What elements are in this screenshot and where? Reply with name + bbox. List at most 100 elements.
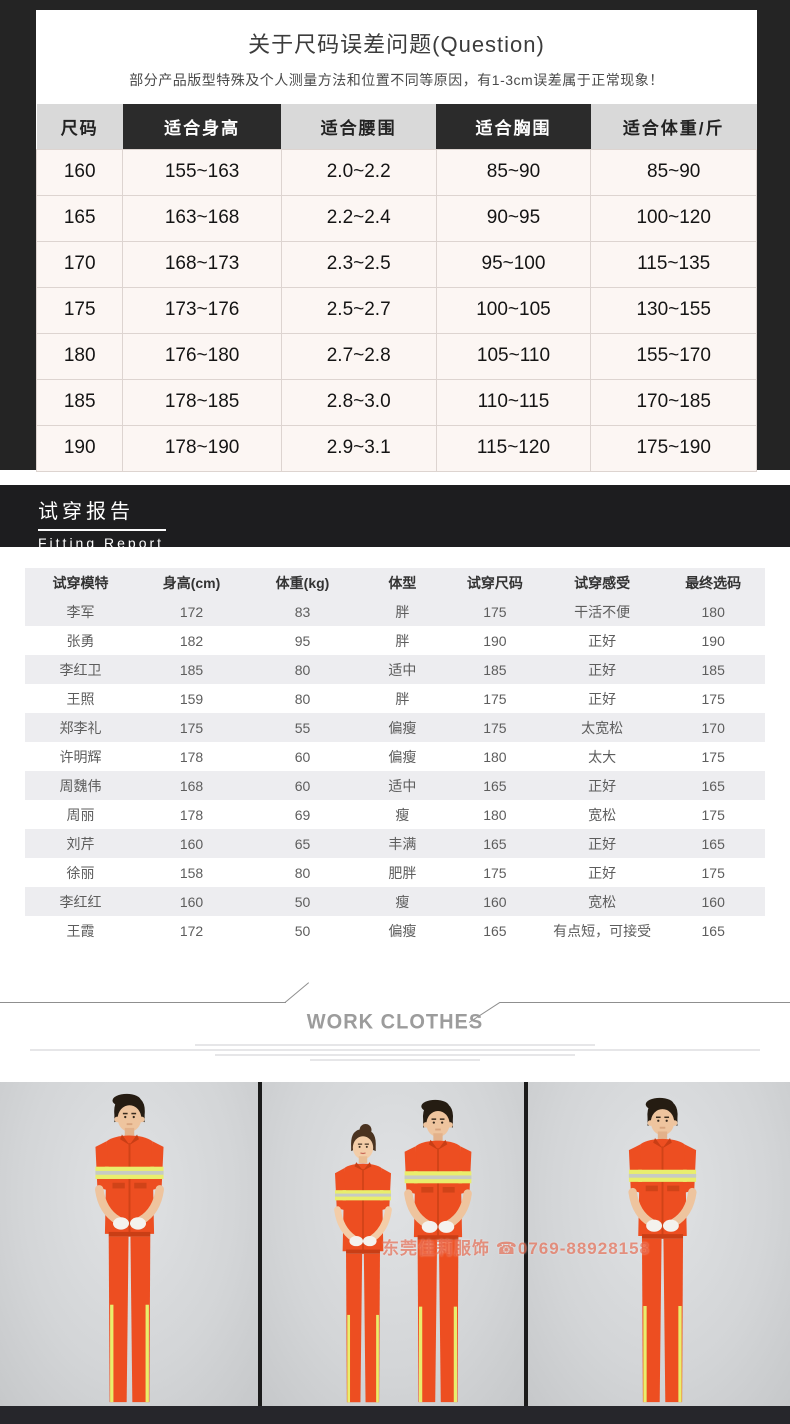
model-figure-man <box>62 1092 197 1404</box>
size-cell-waist: 2.5~2.7 <box>280 286 437 334</box>
fitting-cell-feel: 宽松 <box>542 887 662 916</box>
fitting-cell-height: 172 <box>136 597 247 626</box>
fitting-row: 李军 172 83 胖 175 干活不便 180 <box>25 597 765 626</box>
fitting-cell-weight: 60 <box>247 742 358 771</box>
fitting-cell-bodytype: 适中 <box>358 655 447 684</box>
size-cell-height: 178~190 <box>122 424 282 472</box>
divider-line-right <box>500 1002 790 1003</box>
fitting-row: 郑李礼 175 55 偏瘦 175 太宽松 170 <box>25 713 765 742</box>
size-chart-row: 160 155~163 2.0~2.2 85~90 85~90 <box>35 148 757 196</box>
fitting-cell-bodytype: 偏瘦 <box>358 713 447 742</box>
fitting-cell-feel: 正好 <box>542 858 662 887</box>
fitting-cell-weight: 65 <box>247 829 358 858</box>
divider-slash-left <box>284 982 310 1003</box>
fitting-cell-feel: 正好 <box>542 829 662 858</box>
fitting-cell-bodytype: 瘦 <box>358 800 447 829</box>
fitting-cell-height: 160 <box>136 887 247 916</box>
size-cell-weight: 170~185 <box>590 378 757 426</box>
fitting-cell-model: 徐丽 <box>25 858 136 887</box>
fitting-cell-bodytype: 丰满 <box>358 829 447 858</box>
fitting-cell-feel: 正好 <box>542 771 662 800</box>
size-chart-row: 190 178~190 2.9~3.1 115~120 175~190 <box>35 424 757 472</box>
fitting-cell-finalsize: 175 <box>661 858 765 887</box>
fitting-header-cell: 试穿模特 <box>25 568 136 597</box>
fitting-cell-model: 王照 <box>25 684 136 713</box>
product-photos-strip: 东莞佳莉服饰 ☎0769-88928158 <box>0 1082 790 1406</box>
fitting-cell-trysize: 185 <box>446 655 543 684</box>
fitting-report-table: 试穿模特 身高(cm) 体重(kg) 体型 试穿尺码 试穿感受 最终选码 李军 172 83… <box>25 568 765 945</box>
fitting-cell-weight: 80 <box>247 655 358 684</box>
fitting-cell-bodytype: 胖 <box>358 684 447 713</box>
size-cell-chest: 90~95 <box>435 194 592 242</box>
fitting-cell-model: 李红卫 <box>25 655 136 684</box>
fitting-row: 李红卫 185 80 适中 185 正好 185 <box>25 655 765 684</box>
size-chart-header-row: 尺码 适合身高 适合腰围 适合胸围 适合体重/斤 <box>36 104 757 149</box>
fitting-cell-finalsize: 190 <box>661 626 765 655</box>
fitting-cell-trysize: 175 <box>446 684 543 713</box>
fitting-cell-weight: 55 <box>247 713 358 742</box>
fitting-cell-height: 160 <box>136 829 247 858</box>
shop-watermark: 东莞佳莉服饰 ☎0769-88928158 <box>382 1239 651 1258</box>
size-cell-weight: 85~90 <box>590 148 757 196</box>
spacer <box>0 470 790 485</box>
size-error-section: 关于尺码误差问题(Question) 部分产品版型特殊及个人测量方法和位置不同等… <box>0 0 790 472</box>
fitting-cell-feel: 正好 <box>542 626 662 655</box>
faint-text-lines <box>0 1041 790 1064</box>
size-cell-size: 180 <box>35 332 124 380</box>
fitting-row: 刘芹 160 65 丰满 165 正好 165 <box>25 829 765 858</box>
fitting-cell-trysize: 165 <box>446 916 543 945</box>
fitting-cell-trysize: 190 <box>446 626 543 655</box>
fitting-cell-finalsize: 180 <box>661 597 765 626</box>
fitting-cell-trysize: 175 <box>446 713 543 742</box>
fitting-row: 张勇 182 95 胖 190 正好 190 <box>25 626 765 655</box>
fitting-cell-bodytype: 胖 <box>358 597 447 626</box>
fitting-header-cell: 身高(cm) <box>136 568 247 597</box>
fitting-cell-height: 168 <box>136 771 247 800</box>
product-photo-left <box>0 1082 258 1406</box>
fitting-cell-bodytype: 适中 <box>358 771 447 800</box>
fitting-cell-model: 王霞 <box>25 916 136 945</box>
fitting-cell-weight: 69 <box>247 800 358 829</box>
fitting-report-section: 试穿模特 身高(cm) 体重(kg) 体型 试穿尺码 试穿感受 最终选码 李军 172 83… <box>0 547 790 945</box>
size-cell-weight: 175~190 <box>590 424 757 472</box>
fitting-cell-weight: 95 <box>247 626 358 655</box>
size-chart-header-cell: 适合腰围 <box>281 104 437 149</box>
size-cell-size: 175 <box>35 286 124 334</box>
size-chart-header-cell: 适合体重/斤 <box>590 104 757 149</box>
size-cell-size: 170 <box>35 240 124 288</box>
fitting-cell-bodytype: 瘦 <box>358 887 447 916</box>
fitting-cell-weight: 83 <box>247 597 358 626</box>
fitting-row: 王照 159 80 胖 175 正好 175 <box>25 684 765 713</box>
size-cell-height: 163~168 <box>122 194 282 242</box>
size-cell-chest: 100~105 <box>435 286 592 334</box>
fitting-cell-finalsize: 165 <box>661 771 765 800</box>
size-cell-weight: 155~170 <box>590 332 757 380</box>
size-cell-waist: 2.3~2.5 <box>280 240 437 288</box>
size-section-subtitle: 部分产品版型特殊及个人测量方法和位置不同等原因，有1-3cm误差属于正常现象！ <box>129 72 664 88</box>
divider-section: WORK CLOTHES <box>0 945 790 1082</box>
fitting-header-cell: 体型 <box>358 568 447 597</box>
fitting-row: 周魏伟 168 60 适中 165 正好 165 <box>25 771 765 800</box>
fitting-cell-feel: 太大 <box>542 742 662 771</box>
fitting-cell-model: 许明辉 <box>25 742 136 771</box>
fitting-cell-finalsize: 175 <box>661 742 765 771</box>
size-cell-chest: 95~100 <box>435 240 592 288</box>
fitting-cell-weight: 50 <box>247 916 358 945</box>
size-chart-row: 170 168~173 2.3~2.5 95~100 115~135 <box>35 240 757 288</box>
size-cell-size: 185 <box>35 378 124 426</box>
size-chart-row: 175 173~176 2.5~2.7 100~105 130~155 <box>35 286 757 334</box>
work-clothes-watermark: WORK CLOTHES <box>306 1010 484 1034</box>
fitting-report-title-cn: 试穿报告 <box>38 501 134 523</box>
fitting-cell-trysize: 165 <box>446 771 543 800</box>
fitting-cell-bodytype: 偏瘦 <box>358 742 447 771</box>
size-error-card: 关于尺码误差问题(Question) 部分产品版型特殊及个人测量方法和位置不同等… <box>35 10 757 472</box>
size-cell-size: 160 <box>35 148 124 196</box>
fitting-cell-bodytype: 肥胖 <box>358 858 447 887</box>
fitting-cell-finalsize: 165 <box>661 916 765 945</box>
fitting-cell-feel: 正好 <box>542 684 662 713</box>
fitting-table-body: 李军 172 83 胖 175 干活不便 180 张勇 182 95 胖 <box>25 597 765 945</box>
fitting-cell-feel: 干活不便 <box>542 597 662 626</box>
fitting-cell-bodytype: 胖 <box>358 626 447 655</box>
size-cell-height: 168~173 <box>122 240 282 288</box>
